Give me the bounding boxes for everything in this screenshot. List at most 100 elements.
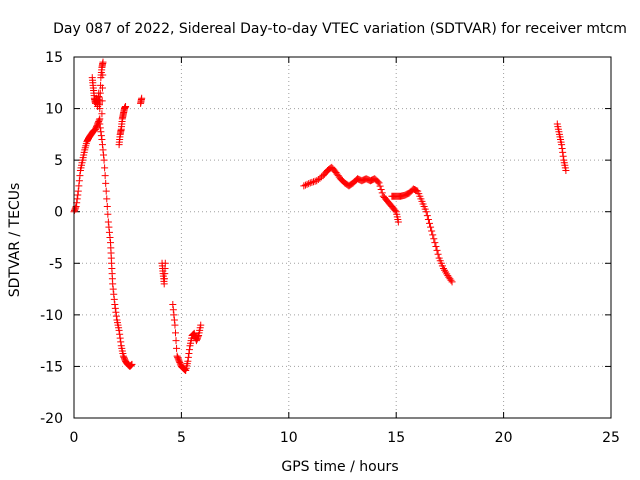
data-point: [96, 120, 104, 128]
data-point: [102, 179, 110, 187]
data-point: [112, 312, 120, 320]
data-point: [394, 218, 402, 226]
y-tick-label: 0: [54, 205, 63, 221]
x-tick-labels: 0 5 10 15 20 25: [70, 430, 620, 446]
data-point: [102, 187, 110, 195]
gridlines: [74, 57, 611, 418]
data-point: [75, 182, 83, 190]
data-point: [76, 172, 84, 180]
data-point: [185, 350, 193, 358]
data-point: [422, 208, 430, 216]
data-point: [559, 152, 567, 160]
data-point: [170, 311, 178, 319]
data-point: [303, 180, 311, 188]
data-point: [310, 178, 318, 186]
data-point: [173, 344, 181, 352]
data-point: [117, 338, 125, 346]
data-point: [378, 189, 386, 197]
data-point: [184, 353, 192, 361]
data-point: [98, 141, 106, 149]
data-point: [197, 321, 205, 329]
data-point: [116, 334, 124, 342]
data-point: [300, 182, 308, 190]
data-point: [74, 191, 82, 199]
data-point: [306, 179, 314, 187]
data-point: [116, 330, 124, 338]
data-point: [99, 146, 107, 154]
data-point: [559, 148, 567, 156]
data-point: [127, 361, 135, 369]
plot-frame: [73, 56, 612, 419]
data-point: [181, 366, 189, 374]
series-seg-night: [553, 120, 570, 174]
data-point: [169, 301, 177, 309]
x-tick-label: 5: [177, 430, 186, 446]
data-point: [439, 264, 447, 272]
data-point: [427, 223, 435, 231]
y-tick-label: 15: [45, 50, 63, 66]
data-point: [558, 141, 566, 149]
series-seg-mid-spike: [115, 103, 130, 149]
series-seg-morning-fall: [96, 120, 136, 370]
data-point: [429, 231, 437, 239]
data-point: [425, 219, 433, 227]
data-point: [308, 178, 316, 186]
y-tick-label: -5: [49, 256, 63, 272]
data-point: [106, 234, 114, 241]
data-point: [103, 203, 111, 211]
data-point: [100, 156, 108, 164]
data-point: [101, 164, 109, 172]
data-point: [424, 215, 432, 223]
data-point: [104, 210, 112, 218]
y-tick-label: -20: [40, 411, 63, 427]
series-seg-late-morning: [169, 301, 205, 375]
data-point: [100, 151, 108, 159]
series-seg-morning-rise: [70, 115, 104, 216]
x-tick-label: 25: [602, 430, 620, 446]
data-point: [442, 268, 450, 276]
data-point: [98, 110, 106, 118]
data-point: [434, 250, 442, 258]
data-point: [430, 235, 438, 243]
data-point: [109, 280, 117, 288]
series-seg-isolated-1: [137, 94, 146, 107]
data-point: [169, 306, 177, 314]
x-tick-label: 10: [280, 430, 298, 446]
x-axis-label: GPS time / hours: [281, 459, 398, 475]
data-point: [105, 228, 113, 236]
data-point: [110, 290, 118, 298]
data-point: [104, 218, 112, 226]
data-point: [428, 227, 436, 235]
data-point: [181, 366, 189, 374]
data-point: [301, 181, 309, 189]
data-point: [171, 321, 179, 329]
x-tick-label: 15: [387, 430, 405, 446]
data-point: [190, 329, 198, 337]
data-point: [305, 180, 313, 188]
data-point: [91, 126, 99, 134]
series-seg-early-spike: [88, 58, 107, 118]
x-tick-label: 0: [70, 430, 79, 446]
data-point: [103, 195, 111, 203]
x-tick-label: 20: [495, 430, 513, 446]
data-point: [126, 362, 134, 370]
data-point: [562, 166, 570, 174]
data-point: [432, 243, 440, 251]
data-point: [171, 329, 179, 337]
data-point: [98, 136, 106, 144]
data-point: [558, 145, 566, 153]
data-point: [112, 308, 120, 316]
data-point: [374, 178, 382, 186]
data-point: [74, 187, 82, 195]
data-point: [161, 259, 169, 267]
data-point: [128, 360, 136, 368]
data-point: [96, 105, 104, 113]
series-seg-isolated-2: [158, 259, 169, 288]
data-point: [109, 285, 117, 293]
data-point: [138, 94, 146, 102]
data-point: [311, 177, 319, 185]
data-point: [441, 266, 449, 274]
y-tick-label: 10: [45, 102, 63, 118]
data-point: [115, 326, 123, 334]
series-seg-afternoon: [300, 163, 402, 226]
